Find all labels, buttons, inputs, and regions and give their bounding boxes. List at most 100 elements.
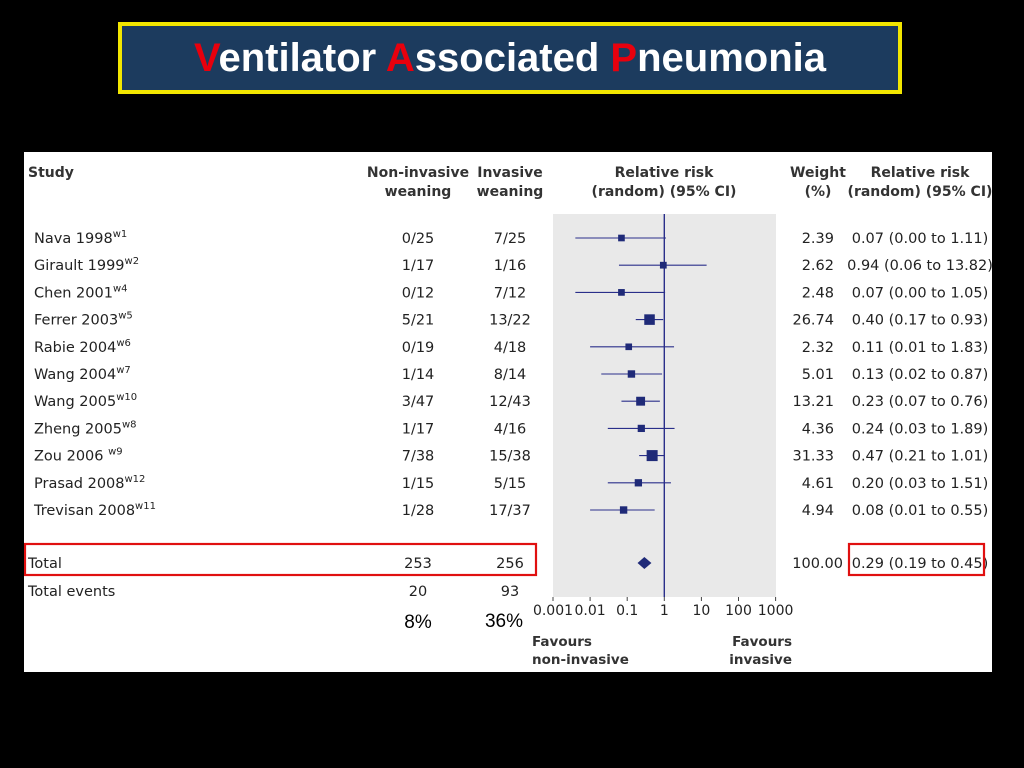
study-name-9: Prasad 2008w12 bbox=[34, 474, 145, 492]
study-weight-7: 4.36 bbox=[802, 421, 834, 437]
study-marker-5 bbox=[627, 370, 636, 378]
study-marker-1 bbox=[659, 261, 667, 269]
study-name-10: Trevisan 2008w11 bbox=[33, 501, 156, 519]
study-marker-3 bbox=[644, 314, 655, 325]
study-ci-8: 0.47 (0.21 to 1.01) bbox=[852, 449, 989, 465]
favours-right-1: Favours bbox=[732, 634, 792, 650]
x-tick-label-4: 10 bbox=[692, 603, 710, 619]
study-noninvasive-4: 0/19 bbox=[402, 340, 435, 356]
study-ci-0: 0.07 (0.00 to 1.11) bbox=[852, 231, 989, 247]
header-rr-text-2: (random) (95% CI) bbox=[848, 184, 992, 200]
study-weight-4: 2.32 bbox=[802, 340, 834, 356]
study-weight-6: 13.21 bbox=[792, 394, 834, 410]
percent-noninvasive: 8% bbox=[404, 612, 432, 633]
study-noninvasive-6: 3/47 bbox=[402, 394, 435, 410]
study-noninvasive-1: 1/17 bbox=[402, 258, 435, 274]
study-weight-1: 2.62 bbox=[802, 258, 834, 274]
total-weight: 100.00 bbox=[792, 556, 843, 572]
study-invasive-3: 13/22 bbox=[489, 313, 531, 329]
study-invasive-8: 15/38 bbox=[489, 449, 531, 465]
study-ci-1: 0.94 (0.06 to 13.82) bbox=[847, 258, 992, 274]
header-noninvasive-2: weaning bbox=[385, 184, 452, 200]
study-invasive-6: 12/43 bbox=[489, 394, 531, 410]
x-tick-label-1: 0.01 bbox=[575, 603, 606, 619]
total-events-noninvasive: 20 bbox=[409, 584, 427, 600]
study-marker-10 bbox=[619, 506, 628, 514]
study-weight-2: 2.48 bbox=[802, 285, 834, 301]
header-rr-1: Relative risk bbox=[615, 165, 715, 181]
slide-title: Ventilator Associated Pneumonia bbox=[194, 36, 826, 81]
title-cap-1: A bbox=[385, 35, 415, 80]
study-noninvasive-10: 1/28 bbox=[402, 503, 435, 519]
study-name-4: Rabie 2004w6 bbox=[34, 338, 131, 356]
percent-invasive: 36% bbox=[485, 611, 523, 632]
study-ci-10: 0.08 (0.01 to 0.55) bbox=[852, 503, 989, 519]
study-weight-5: 5.01 bbox=[802, 367, 834, 383]
study-marker-9 bbox=[634, 479, 643, 487]
study-name-0: Nava 1998w1 bbox=[34, 229, 127, 247]
study-ci-9: 0.20 (0.03 to 1.51) bbox=[852, 476, 989, 492]
total-noninvasive: 253 bbox=[404, 556, 432, 572]
study-name-6: Wang 2005w10 bbox=[34, 392, 137, 410]
study-ci-6: 0.23 (0.07 to 0.76) bbox=[852, 394, 989, 410]
study-weight-0: 2.39 bbox=[802, 231, 834, 247]
highlight-total-ci bbox=[847, 542, 986, 577]
favours-left-1: Favours bbox=[532, 634, 592, 650]
favours-right-2: invasive bbox=[729, 652, 792, 668]
study-invasive-9: 5/15 bbox=[494, 476, 527, 492]
study-invasive-1: 1/16 bbox=[494, 258, 527, 274]
study-name-1: Girault 1999w2 bbox=[34, 256, 139, 274]
total-label: Total bbox=[27, 556, 62, 572]
total-invasive: 256 bbox=[496, 556, 524, 572]
slide-title-box: Ventilator Associated Pneumonia bbox=[118, 22, 902, 94]
header-invasive-1: Invasive bbox=[477, 165, 543, 181]
x-tick-label-6: 1000 bbox=[758, 603, 794, 619]
study-name-5: Wang 2004w7 bbox=[34, 365, 131, 383]
study-marker-2 bbox=[618, 289, 625, 296]
title-word-1: ssociated bbox=[414, 35, 611, 80]
total-events-label: Total events bbox=[27, 584, 115, 600]
total-diamond bbox=[637, 557, 652, 569]
header-invasive-2: weaning bbox=[477, 184, 544, 200]
study-invasive-0: 7/25 bbox=[494, 231, 527, 247]
total-events-invasive: 93 bbox=[501, 584, 519, 600]
study-noninvasive-8: 7/38 bbox=[402, 449, 435, 465]
study-name-3: Ferrer 2003w5 bbox=[34, 311, 133, 329]
favours-left-2: non-invasive bbox=[532, 652, 629, 668]
x-tick-label-0: 0.001 bbox=[533, 603, 573, 619]
highlight-total-counts bbox=[24, 542, 538, 577]
study-noninvasive-2: 0/12 bbox=[402, 285, 435, 301]
study-invasive-7: 4/16 bbox=[494, 421, 527, 437]
study-weight-8: 31.33 bbox=[792, 449, 834, 465]
header-weight-1: Weight bbox=[790, 165, 846, 181]
study-noninvasive-9: 1/15 bbox=[402, 476, 435, 492]
title-cap-0: V bbox=[193, 35, 219, 80]
study-ci-7: 0.24 (0.03 to 1.89) bbox=[852, 421, 989, 437]
study-marker-0 bbox=[618, 234, 625, 242]
study-weight-3: 26.74 bbox=[792, 313, 834, 329]
study-name-2: Chen 2001w4 bbox=[34, 283, 127, 301]
forest-plot: Study Non-invasive weaning Invasive weaning R… bbox=[24, 165, 992, 668]
study-invasive-4: 4/18 bbox=[494, 340, 527, 356]
study-noninvasive-3: 5/21 bbox=[402, 313, 435, 329]
study-noninvasive-0: 0/25 bbox=[402, 231, 435, 247]
title-word-2: neumonia bbox=[637, 35, 827, 80]
forest-plot-panel: Study Non-invasive weaning Invasive weaning R… bbox=[24, 152, 992, 672]
study-marker-6 bbox=[636, 396, 646, 406]
header-noninvasive-1: Non-invasive bbox=[367, 165, 469, 181]
study-weight-9: 4.61 bbox=[802, 476, 834, 492]
total-ci: 0.29 (0.19 to 0.45) bbox=[852, 556, 989, 572]
study-weight-10: 4.94 bbox=[802, 503, 834, 519]
study-ci-2: 0.07 (0.00 to 1.05) bbox=[852, 285, 989, 301]
study-noninvasive-7: 1/17 bbox=[402, 421, 435, 437]
study-marker-4 bbox=[625, 343, 633, 351]
study-noninvasive-5: 1/14 bbox=[402, 367, 435, 383]
title-word-0: entilator bbox=[218, 35, 386, 80]
x-tick-label-3: 1 bbox=[660, 603, 669, 619]
study-name-8: Zou 2006 w9 bbox=[34, 447, 123, 465]
header-rr-2: (random) (95% CI) bbox=[592, 184, 737, 200]
header-weight-2: (%) bbox=[805, 184, 832, 200]
study-name-7: Zheng 2005w8 bbox=[34, 419, 137, 437]
study-invasive-10: 17/37 bbox=[489, 503, 531, 519]
study-ci-3: 0.40 (0.17 to 0.93) bbox=[852, 313, 989, 329]
